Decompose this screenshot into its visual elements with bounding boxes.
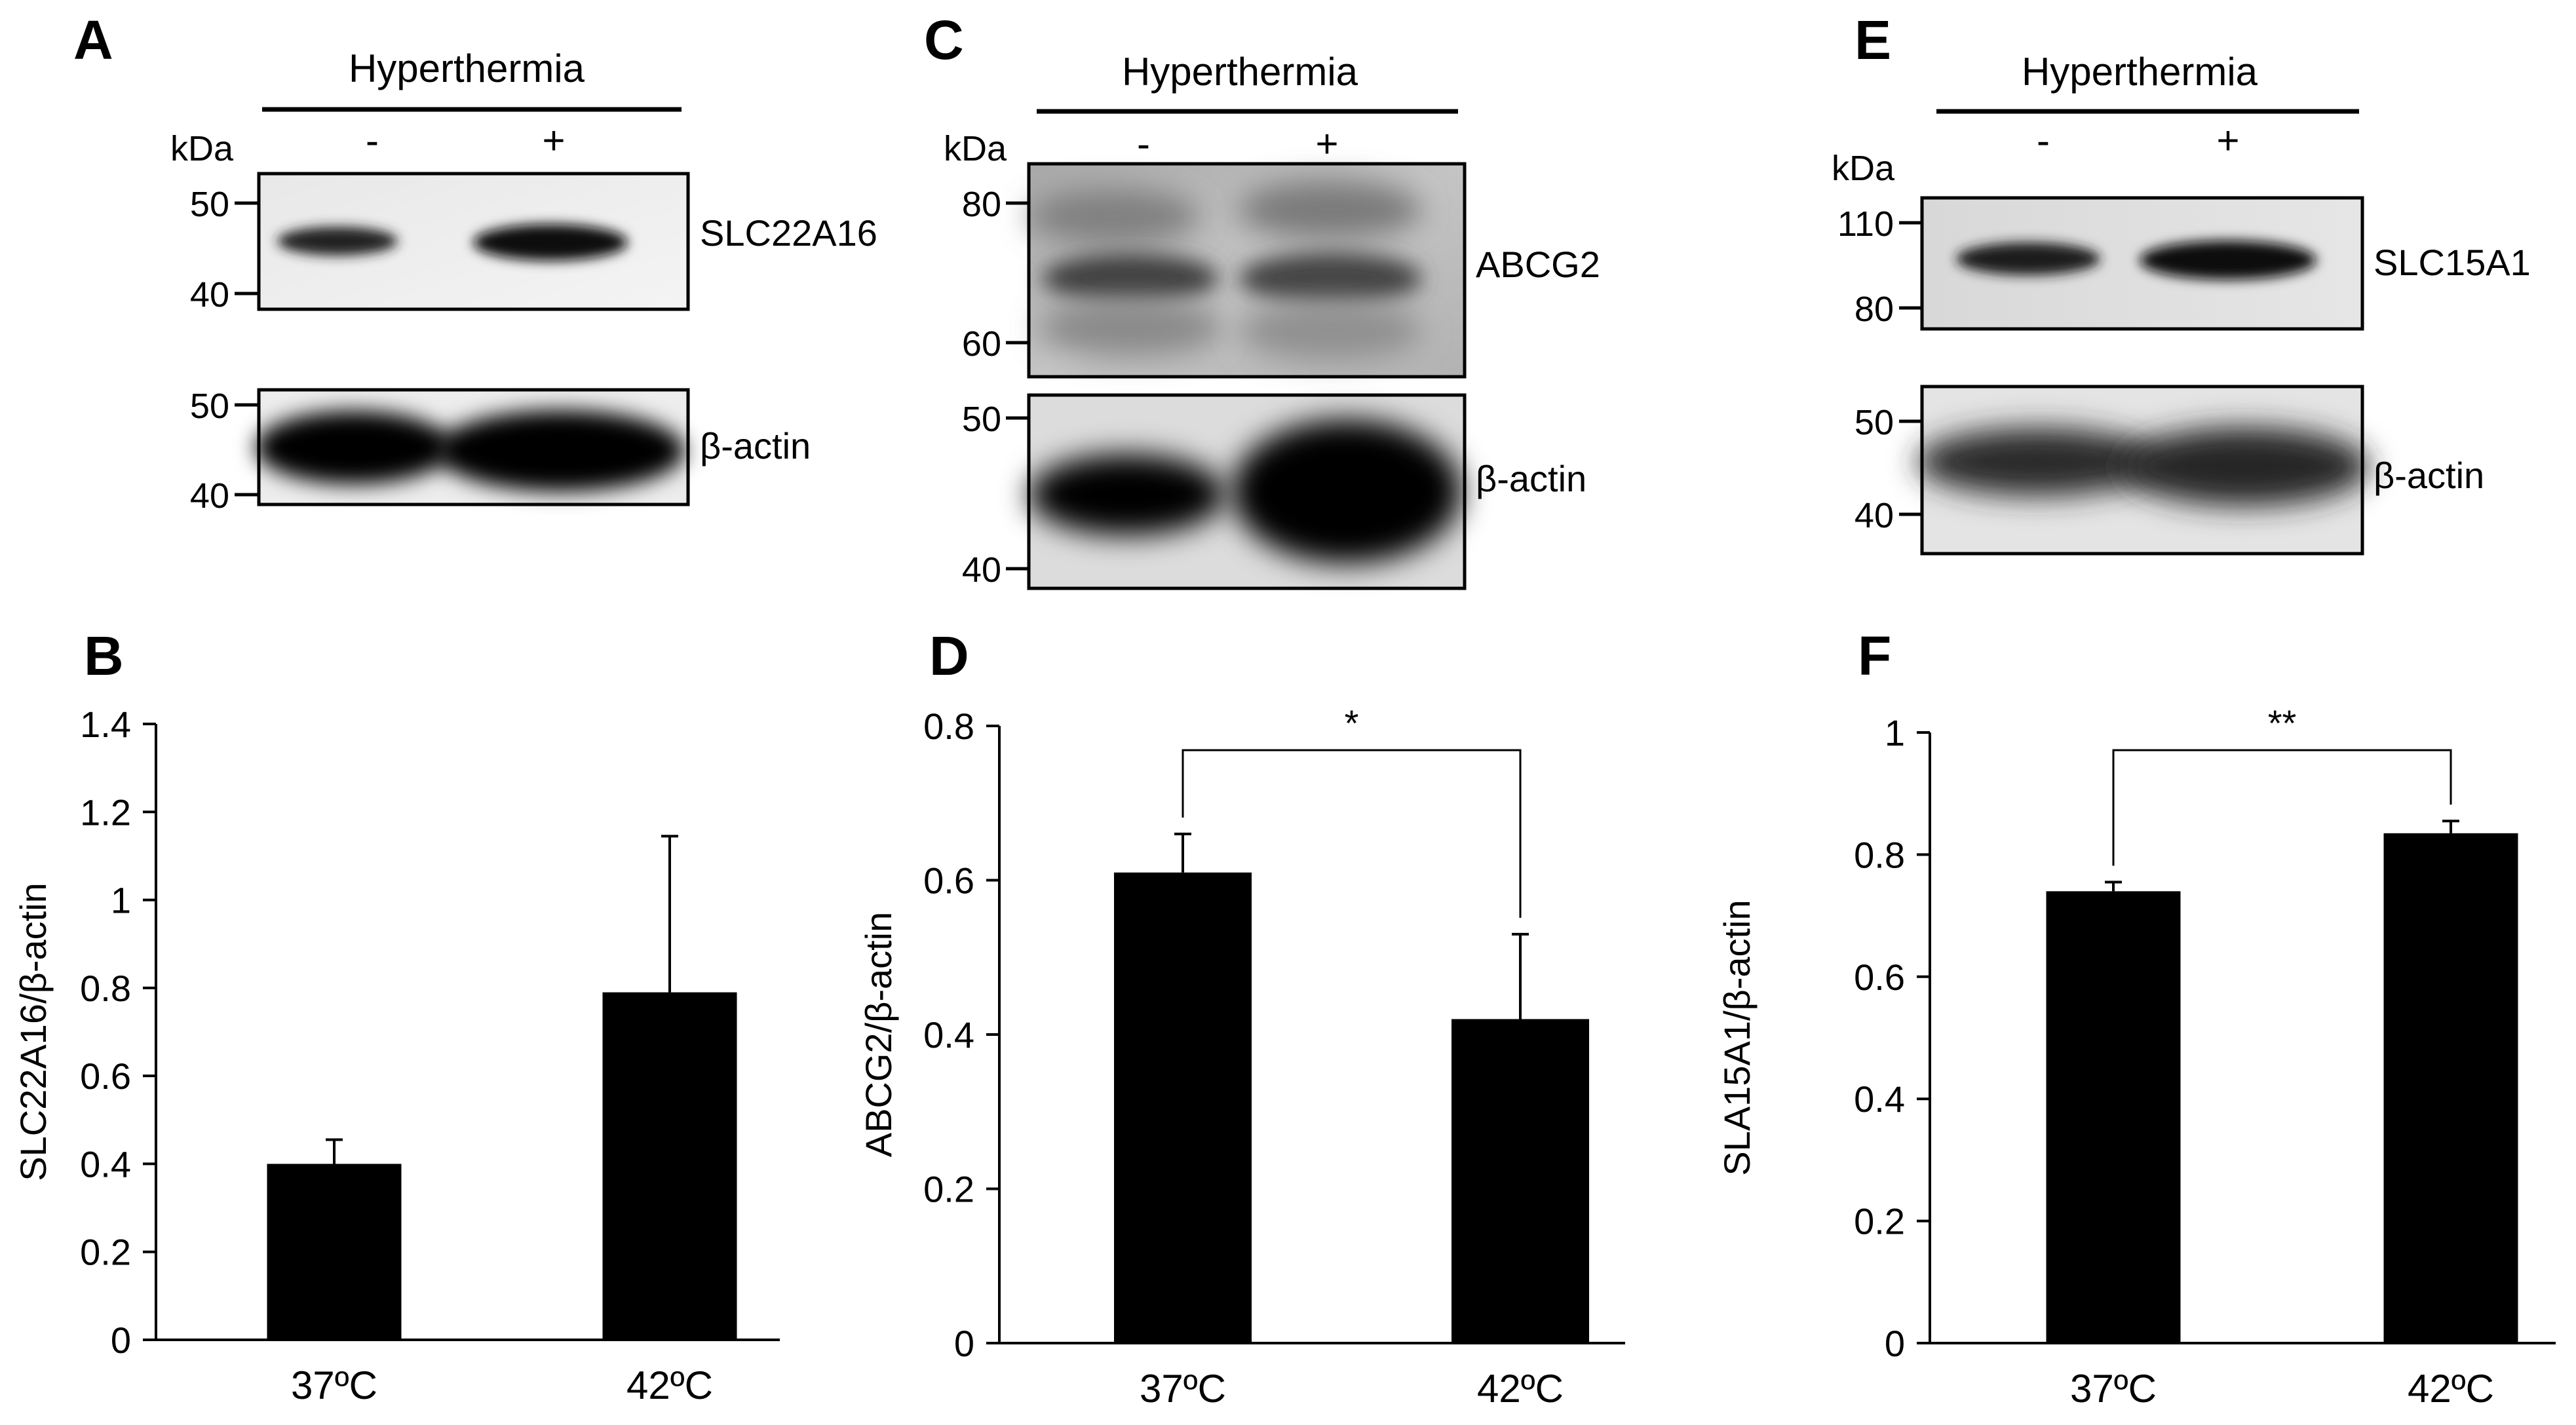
control-protein-label: β-actin <box>700 425 811 466</box>
blot-panel-e: Hyperthermia kDa - + 110 80 SLC15A1 50 4… <box>1832 50 2531 556</box>
target-blot <box>1027 162 1467 379</box>
control-blot <box>1917 385 2369 556</box>
kda-label: kDa <box>170 129 234 168</box>
y-tick-label: 1.2 <box>80 791 131 833</box>
kda-label: kDa <box>1832 149 1895 188</box>
target-protein-label: SLC15A1 <box>2374 242 2531 283</box>
y-tick-label: 0.6 <box>923 860 974 902</box>
blot-panel-c: Hyperthermia kDa - + 80 60 ABCG2 50 40 <box>944 50 1600 590</box>
bar-chart-f: 0 0.2 0.4 0.6 0.8 1 SLA15A1/β-actin 37ºC 42ºC ** <box>1716 702 2556 1411</box>
y-tick-label: 0.6 <box>80 1055 131 1097</box>
x-category-label: 37ºC <box>291 1363 377 1407</box>
x-category-label: 37ºC <box>1140 1367 1226 1411</box>
marker-label: 110 <box>1837 204 1894 244</box>
marker-label: 60 <box>962 324 1001 364</box>
y-tick-label: 0.4 <box>80 1143 131 1185</box>
marker-label: 80 <box>1855 290 1894 329</box>
y-tick-label: 0 <box>954 1323 974 1364</box>
marker-label: 40 <box>1855 496 1894 535</box>
marker-label: 50 <box>190 185 229 224</box>
marker-label: 40 <box>190 275 229 314</box>
y-tick-label: 0.6 <box>1854 957 1905 998</box>
marker-label: 40 <box>190 476 229 516</box>
bar <box>2383 833 2518 1343</box>
x-category-label: 37ºC <box>2070 1367 2157 1411</box>
panel-letter-b: B <box>84 625 124 687</box>
marker-label: 50 <box>1855 403 1894 442</box>
target-blot <box>257 172 690 311</box>
lane-minus: - <box>2037 119 2050 162</box>
target-protein-label: ABCG2 <box>1476 244 1600 285</box>
marker-label: 80 <box>962 185 1001 224</box>
marker-label: 50 <box>190 387 229 426</box>
blot-panel-a: Hyperthermia kDa - + 50 40 SLC22A16 50 4… <box>170 47 877 516</box>
panel-letter-a: A <box>73 9 113 71</box>
x-category-label: 42ºC <box>626 1363 713 1407</box>
bar-chart-d: 0 0.2 0.4 0.6 0.8 ABCG2/β-actin 37ºC 42ºC * <box>858 702 1625 1411</box>
hyperthermia-header: Hyperthermia <box>1122 50 1358 94</box>
y-tick-label: 0.8 <box>1854 834 1905 875</box>
y-tick-label: 0 <box>1885 1323 1905 1364</box>
bar <box>1451 1019 1589 1343</box>
bar <box>602 992 737 1340</box>
x-category-label: 42ºC <box>1477 1367 1564 1411</box>
target-protein-label: SLC22A16 <box>700 212 877 254</box>
y-axis-label: ABCG2/β-actin <box>858 912 899 1158</box>
kda-label: kDa <box>944 129 1007 168</box>
control-blot <box>256 388 690 506</box>
y-tick-label: 0.4 <box>923 1014 974 1055</box>
control-protein-label: β-actin <box>2374 455 2484 496</box>
hyperthermia-header: Hyperthermia <box>349 47 585 90</box>
y-tick-label: 0.8 <box>923 706 974 747</box>
y-tick-label: 1 <box>111 880 131 921</box>
y-tick-label: 1.4 <box>80 704 131 745</box>
significance-marker: ** <box>2268 702 2297 744</box>
panel-letter-e: E <box>1855 9 1891 71</box>
panel-letter-d: D <box>929 625 969 687</box>
control-protein-label: β-actin <box>1476 458 1586 499</box>
y-tick-label: 0.2 <box>80 1232 131 1273</box>
significance-marker: * <box>1345 702 1359 744</box>
marker-label: 50 <box>962 400 1001 439</box>
lane-plus: + <box>542 119 565 162</box>
lane-plus: + <box>2216 119 2239 162</box>
y-axis-label: SLC22A16/β-actin <box>12 883 54 1181</box>
x-category-label: 42ºC <box>2408 1367 2494 1411</box>
control-blot <box>1027 393 1467 590</box>
panel-letter-f: F <box>1858 625 1891 687</box>
y-tick-label: 0.8 <box>80 968 131 1009</box>
panel-letter-c: C <box>924 9 964 71</box>
lane-plus: + <box>1315 122 1338 166</box>
lane-minus: - <box>1137 122 1150 166</box>
y-tick-label: 0.4 <box>1854 1078 1905 1120</box>
bar-chart-b: 0 0.2 0.4 0.6 0.8 1 1.2 1.4 SLC22A16/β-actin 37ºC… <box>12 704 780 1407</box>
y-tick-label: 1 <box>1885 712 1905 753</box>
significance-bracket <box>1182 749 1522 918</box>
bar <box>1114 872 1252 1343</box>
bar <box>267 1164 402 1340</box>
y-axis-label: SLA15A1/β-actin <box>1716 900 1758 1175</box>
y-tick-label: 0.2 <box>1854 1201 1905 1242</box>
hyperthermia-header: Hyperthermia <box>2022 50 2258 94</box>
lane-minus: - <box>366 119 379 162</box>
bar <box>2046 891 2181 1343</box>
target-blot <box>1920 196 2364 331</box>
y-tick-label: 0 <box>111 1320 131 1361</box>
y-tick-label: 0.2 <box>923 1169 974 1210</box>
significance-bracket <box>2112 749 2452 866</box>
marker-label: 40 <box>962 550 1001 590</box>
